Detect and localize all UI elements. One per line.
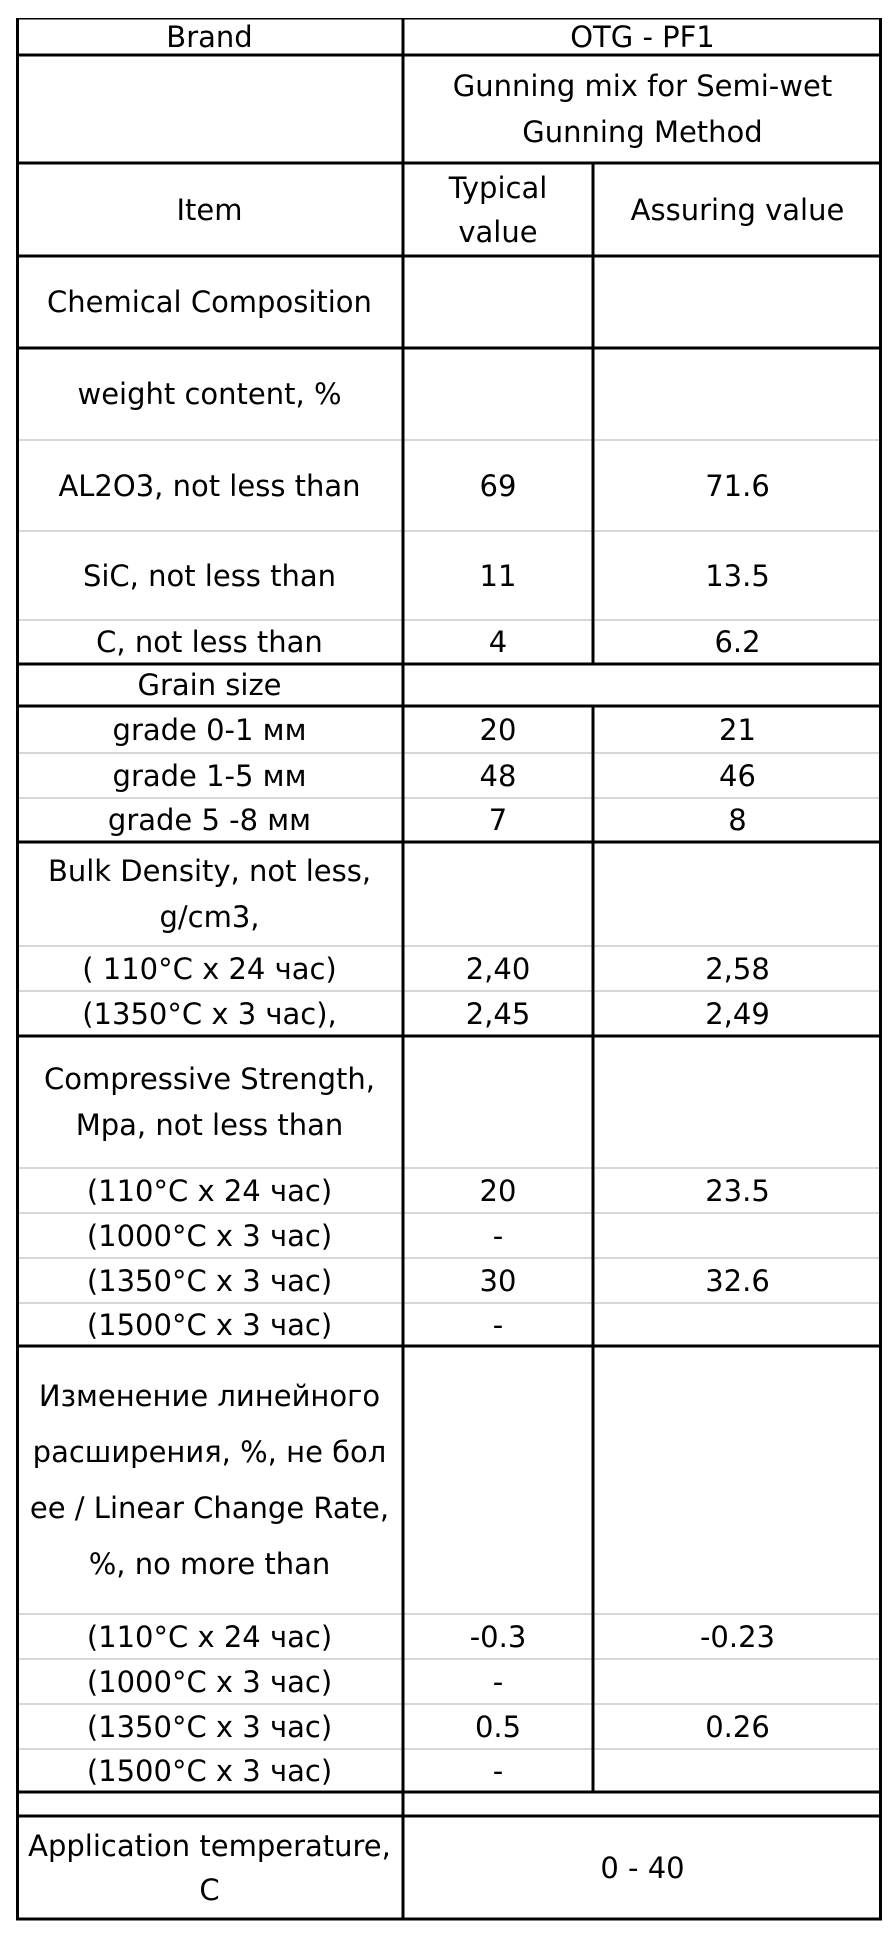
row-item: Chemical Composition	[47, 285, 372, 319]
row-assuring-value: 21	[719, 712, 756, 747]
row-item: (1500°C x 3 час)	[86, 1753, 333, 1788]
row-typical-value: 30	[479, 1263, 517, 1298]
row-item: C, not less than	[96, 625, 323, 659]
row-typical-value: -	[492, 1307, 504, 1342]
row-typical-value: -	[492, 1753, 504, 1788]
row-item: (1000°C x 3 час)	[86, 1218, 333, 1253]
row-typical-value: -	[492, 1664, 504, 1699]
typical-value-header: Typical value	[448, 170, 548, 249]
row-assuring-value: 2,58	[705, 951, 770, 986]
row-item: SiC, not less than	[82, 558, 337, 593]
row-assuring-value: 46	[719, 758, 756, 793]
row-typical-value	[403, 1346, 593, 1614]
row-typical-value: -0.3	[469, 1619, 527, 1654]
row-assuring-value: 71.6	[705, 468, 770, 503]
row-typical-value: 4	[488, 625, 508, 659]
row-assuring-value: 32.6	[705, 1263, 770, 1298]
row-typical-value: 0.5	[474, 1709, 522, 1744]
row-typical-value	[403, 256, 593, 348]
row-assuring-value	[593, 1213, 882, 1258]
row-assuring-value: 23.5	[705, 1173, 770, 1208]
row-typical-value: 48	[479, 758, 517, 793]
brand-label: Brand	[166, 19, 253, 54]
application-temperature-value: 0 - 40	[600, 1850, 685, 1885]
row-item: (110°C x 24 час)	[86, 1173, 333, 1208]
row-item: Compressive Strength, Mpa, not less than	[44, 1062, 375, 1142]
row-assuring-value	[593, 348, 882, 440]
row-item: (1350°C x 3 час)	[86, 1263, 333, 1298]
row-assuring-value: -0.23	[699, 1619, 776, 1654]
row-typical-value: 2,40	[465, 951, 531, 986]
application-temperature-label: Application temperature, C	[28, 1828, 391, 1907]
row-assuring-value: 0.26	[705, 1709, 770, 1744]
row-item: (1000°C x 3 час)	[86, 1664, 333, 1699]
spec-table: Brand OTG - PF1 Gunning mix for Semi-wet…	[16, 18, 882, 1938]
row-assuring-value	[593, 1036, 882, 1168]
row-item: weight content, %	[77, 377, 342, 411]
row-typical-value: 20	[479, 712, 517, 747]
row-typical-value	[403, 664, 593, 706]
row-typical-value: 7	[488, 803, 508, 837]
row-item: AL2O3, not less than	[58, 468, 361, 503]
row-assuring-value: 13.5	[705, 558, 770, 593]
row-assuring-value: 6.2	[714, 625, 761, 659]
row-item: grade 0-1 мм	[112, 712, 307, 747]
row-assuring-value	[593, 842, 882, 946]
row-item: (1500°C x 3 час)	[86, 1307, 333, 1342]
row-item: ( 110°C x 24 час)	[82, 951, 337, 986]
row-item: Изменение линейного расширения, %, не бо…	[29, 1379, 390, 1581]
row-typical-value: 20	[479, 1173, 517, 1208]
row-item: Grain size	[137, 668, 282, 702]
row-assuring-value	[593, 1303, 882, 1346]
row-item: (110°C x 24 час)	[86, 1619, 333, 1654]
row-typical-value: 11	[479, 558, 517, 593]
row-assuring-value	[593, 664, 882, 706]
row-assuring-value	[593, 1659, 882, 1704]
row-item: grade 5 -8 мм	[107, 803, 312, 837]
row-assuring-value: 8	[728, 803, 747, 837]
row-assuring-value	[593, 1749, 882, 1792]
row-typical-value: 69	[479, 468, 517, 503]
product-name: Gunning mix for Semi-wet Gunning Method	[452, 69, 833, 149]
row-assuring-value	[593, 1346, 882, 1614]
row-typical-value: 2,45	[465, 996, 531, 1031]
row-assuring-value: 2,49	[705, 996, 770, 1031]
brand-value: OTG - PF1	[570, 19, 715, 54]
row-typical-value	[403, 842, 593, 946]
row-typical-value	[403, 348, 593, 440]
row-item: Bulk Density, not less, g/cm3,	[47, 854, 372, 934]
item-header: Item	[176, 192, 243, 227]
table-grid	[16, 18, 882, 1921]
row-assuring-value	[593, 256, 882, 348]
assuring-value-header: Assuring value	[630, 192, 845, 227]
row-item: (1350°C x 3 час),	[82, 996, 337, 1031]
row-item: grade 1-5 мм	[112, 758, 307, 793]
row-item: (1350°C x 3 час)	[86, 1709, 333, 1744]
row-typical-value	[403, 1036, 593, 1168]
row-typical-value: -	[492, 1218, 504, 1253]
